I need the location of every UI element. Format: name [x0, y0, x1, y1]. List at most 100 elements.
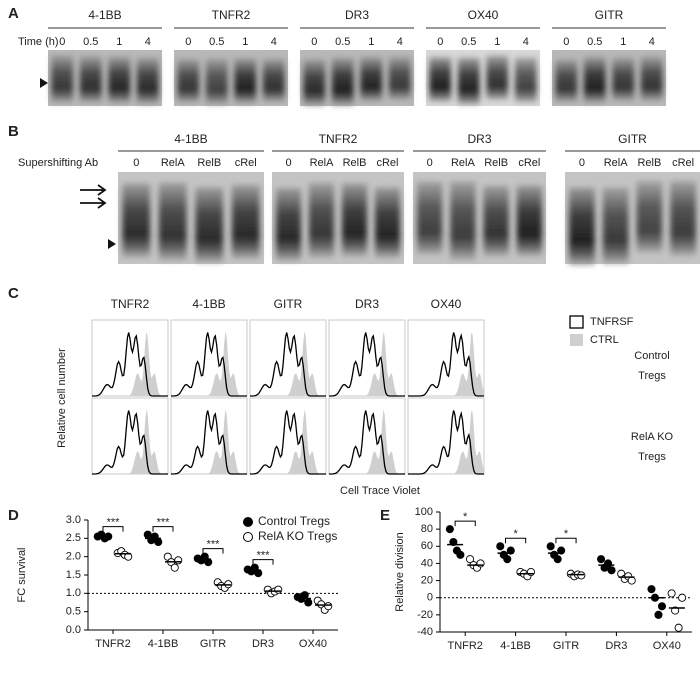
group-label: 4-1BB — [88, 8, 121, 22]
x-tick-label: DR3 — [252, 638, 274, 650]
data-point — [274, 585, 283, 594]
y-tick-label: 0 — [427, 592, 433, 604]
lane-label: 0 — [311, 36, 317, 48]
data-point — [674, 623, 683, 632]
data-point — [324, 602, 333, 611]
data-point — [678, 593, 687, 602]
gel-lane — [388, 57, 411, 100]
gel — [413, 172, 546, 264]
legend-swatch — [569, 315, 584, 329]
group-label: DR3 — [467, 132, 491, 146]
data-point — [465, 555, 475, 564]
row-label: Tregs — [638, 370, 666, 382]
significance-bracket — [252, 559, 274, 565]
gel-lane — [583, 57, 606, 103]
legend-marker — [243, 532, 253, 542]
gel-lane — [195, 187, 224, 263]
lane-label: RelA — [604, 157, 629, 169]
gel-lane — [450, 181, 476, 260]
gel-lane — [483, 185, 509, 257]
data-point — [667, 589, 676, 598]
tnfrsf-histogram — [408, 332, 484, 397]
y-tick-label: 0.5 — [66, 606, 81, 618]
tnfrsf-histogram — [250, 410, 326, 475]
gel-lane — [602, 187, 629, 264]
gel-lanes — [122, 182, 260, 263]
lane-label: 1 — [620, 36, 626, 48]
y-tick-label: 2.5 — [66, 532, 81, 544]
lane-label: 1 — [494, 36, 500, 48]
legend-label: CTRL — [590, 334, 619, 346]
y-tick-label: 40 — [421, 557, 433, 569]
legend-label: RelA KO Tregs — [258, 529, 337, 543]
legend-swatch — [570, 334, 583, 346]
lane-label: 1 — [116, 36, 122, 48]
lane-label: cRel — [376, 157, 398, 169]
y-tick-label: 1.5 — [66, 569, 81, 581]
data-point — [627, 576, 636, 585]
ctrl-histogram — [250, 331, 326, 396]
gel — [272, 172, 404, 264]
gel-lane — [79, 56, 102, 103]
gel-lane — [341, 183, 368, 257]
data-point — [553, 555, 562, 564]
data-point — [170, 563, 179, 572]
gel-lane — [486, 55, 509, 100]
group-label: GITR — [618, 132, 647, 146]
lane-label: RelA — [451, 157, 476, 169]
gel-lane — [360, 57, 383, 102]
data-point — [604, 559, 613, 568]
column-label: OX40 — [431, 297, 462, 311]
significance-bracket — [152, 526, 174, 532]
group-label: 4-1BB — [174, 132, 207, 146]
gel-lane — [555, 59, 578, 102]
significance-bracket — [454, 520, 476, 527]
x-tick-label: 4-1BB — [148, 638, 179, 650]
time-label: Time (h) — [18, 36, 59, 48]
histogram — [170, 319, 248, 397]
gel-lane — [177, 59, 200, 103]
panel-label: B — [8, 123, 19, 140]
data-point — [657, 602, 667, 611]
gel-lane — [670, 181, 696, 256]
row-label: Tregs — [638, 451, 666, 463]
histogram — [249, 397, 327, 475]
data-point — [304, 598, 313, 607]
lane-label: 0 — [133, 157, 139, 169]
panel-label: C — [8, 285, 19, 302]
significance-label: * — [564, 528, 569, 540]
ctrl-histogram — [329, 409, 405, 474]
data-point — [647, 585, 656, 594]
y-tick-label: 80 — [421, 523, 433, 535]
ctrl-histogram — [92, 331, 168, 396]
legend-label: TNFRSF — [590, 316, 634, 328]
column-label: 4-1BB — [192, 297, 225, 311]
column-label: DR3 — [355, 297, 379, 311]
gel — [48, 50, 162, 106]
histogram-frame — [249, 319, 327, 397]
lane-label: 0.5 — [461, 36, 476, 48]
data-point — [503, 555, 512, 564]
y-tick-label: 60 — [421, 540, 433, 552]
histogram — [407, 319, 485, 397]
lane-label: RelA — [310, 157, 335, 169]
ab-label: Supershifting Ab — [18, 157, 98, 169]
histogram — [91, 319, 169, 397]
lane-label: 4 — [145, 36, 151, 48]
panel-label: E — [380, 507, 390, 524]
lane-label: 4 — [397, 36, 403, 48]
significance-bracket — [202, 548, 224, 554]
histogram — [249, 319, 327, 397]
lane-label: 0 — [185, 36, 191, 48]
lane-label: 0.5 — [83, 36, 98, 48]
ctrl-histogram — [92, 409, 168, 474]
histogram — [328, 397, 406, 475]
lane-label: 0.5 — [209, 36, 224, 48]
row-label: RelA KO — [631, 431, 674, 443]
gel-lanes — [416, 181, 543, 260]
lane-label: 0 — [285, 157, 291, 169]
legend-marker — [243, 517, 253, 527]
gel-lane — [514, 57, 537, 103]
lane-label: RelA — [161, 157, 186, 169]
histogram — [407, 397, 485, 475]
